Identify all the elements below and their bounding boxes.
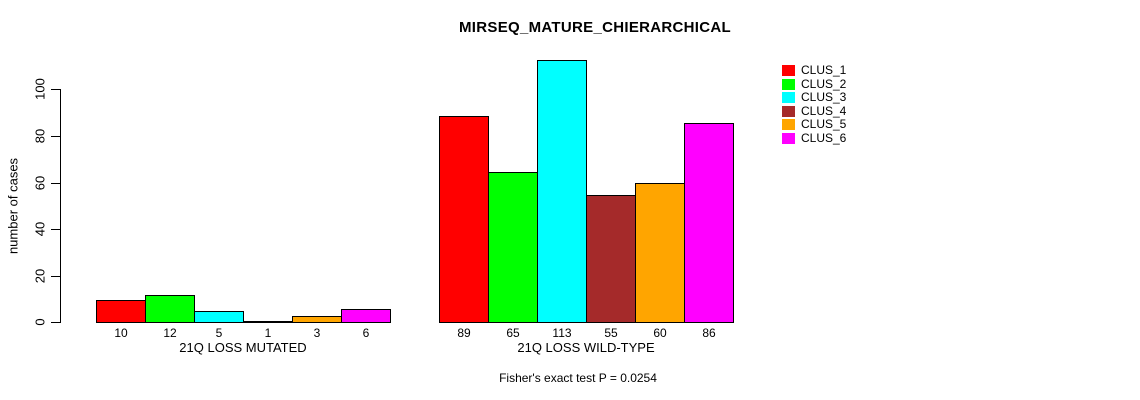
legend-label: CLUS_6: [801, 131, 847, 145]
bar: [194, 311, 244, 323]
legend-label: CLUS_4: [801, 104, 847, 118]
legend-swatch: [782, 65, 795, 76]
chart-title: MIRSEQ_MATURE_CHIERARCHICAL: [459, 19, 731, 36]
bar-value-label: 89: [457, 326, 471, 340]
bar: [586, 195, 636, 323]
y-tick: [51, 183, 60, 184]
footnote-fisher-test: Fisher's exact test P = 0.0254: [499, 371, 657, 385]
bar: [684, 123, 734, 323]
legend-label: CLUS_1: [801, 63, 847, 77]
bar-value-label: 3: [313, 326, 321, 340]
y-tick: [51, 322, 60, 323]
bar-value-label: 5: [215, 326, 223, 340]
y-tick-label: 0: [32, 318, 48, 326]
bar-value-label: 55: [604, 326, 618, 340]
legend-swatch: [782, 106, 795, 117]
y-tick: [51, 276, 60, 277]
y-tick: [51, 89, 60, 90]
legend-swatch: [782, 92, 795, 103]
y-tick: [51, 136, 60, 137]
bar: [537, 60, 587, 323]
y-axis-label: number of cases: [5, 157, 21, 255]
y-tick: [51, 229, 60, 230]
legend-swatch: [782, 79, 795, 90]
bar-value-label: 65: [506, 326, 520, 340]
bar-value-label: 1: [264, 326, 272, 340]
bar: [488, 172, 538, 323]
y-tick-label: 40: [32, 221, 48, 237]
legend-label: CLUS_3: [801, 90, 847, 104]
bar: [292, 316, 342, 323]
bar: [145, 295, 195, 323]
bar: [635, 183, 685, 323]
bar-value-label: 86: [702, 326, 716, 340]
y-tick-label: 100: [32, 78, 48, 100]
legend-swatch: [782, 119, 795, 130]
bar-value-label: 60: [653, 326, 667, 340]
group-label: 21Q LOSS MUTATED: [179, 340, 307, 355]
legend-swatch: [782, 133, 795, 144]
bar: [341, 309, 391, 323]
legend-label: CLUS_2: [801, 77, 847, 91]
bar-value-label: 12: [163, 326, 177, 340]
group-label: 21Q LOSS WILD-TYPE: [517, 340, 655, 355]
legend-label: CLUS_5: [801, 117, 847, 131]
bar: [439, 116, 489, 323]
bar: [96, 300, 146, 323]
bar: [243, 321, 293, 323]
bar-value-label: 10: [114, 326, 128, 340]
bar-value-label: 6: [362, 326, 370, 340]
y-tick-label: 80: [32, 128, 48, 144]
bar-value-label: 113: [552, 326, 572, 340]
y-tick-label: 20: [32, 268, 48, 284]
y-axis-line: [60, 89, 61, 323]
y-tick-label: 60: [32, 175, 48, 191]
